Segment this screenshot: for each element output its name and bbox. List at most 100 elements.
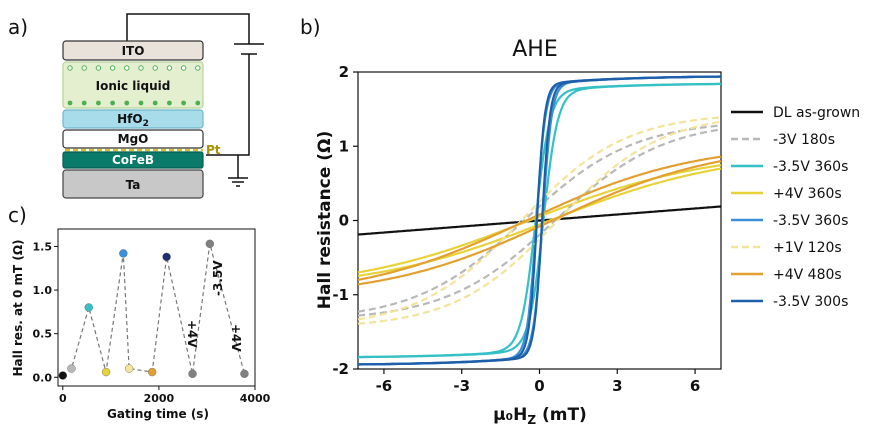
series-line (357, 124, 722, 313)
scatter-point (147, 367, 157, 377)
ionic-dot (195, 65, 201, 71)
layer-cofeb-label: CoFeB (112, 153, 154, 167)
y-tick-label: -2 (332, 360, 349, 378)
layer-mgo-label: MgO (118, 132, 149, 146)
ionic-dot (96, 100, 101, 106)
layer-mgo (62, 129, 204, 149)
legend-entry: -3.5V 360s (773, 159, 848, 175)
chart-c-ylabel: Hall res. at 0 mT (Ω) (11, 239, 25, 376)
panel-label-c: c) (8, 203, 27, 227)
series-line (357, 205, 722, 236)
wire-side (206, 54, 250, 156)
x-tick-label: 0 (59, 392, 67, 405)
series-line (357, 128, 722, 317)
chart-c-annotation-2: -3.5V (211, 260, 225, 296)
ionic-dot (152, 100, 158, 106)
ionic-dot (152, 65, 158, 71)
layer-hfo2-label: HfO2 (117, 112, 149, 129)
ionic-dot (166, 65, 173, 71)
chart-c-y-ticks: 0.0 0.5 1.0 1.5 (33, 240, 58, 384)
x-tick-label: 2000 (144, 392, 175, 405)
series-line (357, 160, 722, 286)
scatter-point (67, 364, 76, 373)
x-tick-label: 4000 (240, 392, 271, 405)
scatter-point (119, 249, 128, 258)
scatter-point (58, 371, 68, 380)
x-tick-label: 6 (690, 377, 700, 395)
panel-label-a: a) (8, 15, 28, 39)
legend-entry: -3.5V 360s (773, 213, 848, 229)
chart-c-annotation-3: +4V (229, 324, 243, 352)
chart-c-frame (57, 228, 256, 387)
ionic-dot (95, 65, 102, 71)
ionic-dot (81, 65, 87, 71)
series-line (357, 155, 722, 281)
y-tick-label: 1.5 (33, 240, 53, 253)
panel-label-b: b) (300, 15, 321, 39)
chart-c-xlabel: Gating time (s) (107, 407, 209, 421)
ionic-dot (180, 65, 187, 71)
series-line (357, 116, 722, 321)
y-tick-label: 2 (339, 63, 349, 81)
scatter-point (162, 252, 171, 262)
chart-c-connector (62, 243, 245, 376)
x-tick-label: 0 (534, 377, 544, 395)
chart-c-x-ticks: 0 2000 4000 (59, 386, 271, 405)
legend-entry: +4V 360s (773, 186, 842, 202)
ionic-dot (138, 100, 144, 106)
series-line (358, 75, 721, 366)
chart-b-x-ticks: -6 -3 0 3 6 (376, 369, 700, 395)
layer-ionic-liquid-label: Ionic liquid (96, 79, 171, 93)
ionic-dot (181, 100, 187, 106)
ionic-dot (124, 65, 130, 71)
chart-b-y-ticks: -2 -1 0 1 2 (332, 63, 358, 378)
scatter-point (124, 364, 134, 373)
ionic-dots-top (67, 65, 201, 71)
pt-label: Pt (206, 143, 221, 157)
y-tick-label: 1 (339, 137, 349, 155)
chart-b-title: AHE (512, 37, 558, 62)
ionic-dot (167, 100, 172, 106)
chart-b-series (357, 75, 722, 366)
device-stack: ITO Ionic liquid HfO2 MgO Pt CoFeB Ta (62, 13, 264, 199)
y-tick-label: -1 (332, 286, 349, 304)
wire-top (126, 13, 250, 44)
scatter-point (205, 239, 215, 249)
scatter-point (240, 369, 249, 378)
ionic-dot (67, 65, 73, 71)
chart-b-legend: DL as-grown -3V 180s -3.5V 360s +4V 360s -3.… (731, 105, 860, 310)
scatter-point (101, 367, 111, 377)
legend-entry: DL as-grown (773, 105, 860, 121)
ionic-dot (81, 100, 87, 106)
series-line (357, 120, 722, 325)
chart-b-xlabel: μ₀HZ (mT) (493, 405, 587, 427)
layer-ta-label: Ta (126, 178, 141, 192)
chart-b-ylabel: Hall resistance (Ω) (315, 131, 335, 309)
ionic-dot (124, 100, 130, 106)
ionic-dot (138, 65, 144, 71)
chart-c-points (58, 239, 249, 380)
ionic-dot (67, 100, 73, 106)
y-tick-label: 1.0 (33, 284, 53, 297)
layer-ionic-liquid (62, 61, 204, 109)
y-tick-label: 0.0 (33, 371, 53, 384)
x-tick-label: 3 (612, 377, 622, 395)
chart-c-annotation-1: +4V (185, 320, 199, 348)
layer-ito (62, 40, 204, 61)
legend-entry: +4V 480s (773, 267, 842, 283)
legend-entry: +1V 120s (773, 240, 842, 256)
ionic-dot (195, 100, 201, 106)
layer-hfo2 (62, 109, 204, 129)
ionic-dot (110, 100, 115, 106)
scatter-point (84, 303, 93, 312)
x-tick-label: -3 (453, 377, 470, 395)
layer-ta (62, 169, 204, 199)
layer-cofeb (62, 151, 204, 169)
ionic-dot (109, 65, 116, 71)
x-tick-label: -6 (376, 377, 393, 395)
y-tick-label: 0 (339, 212, 349, 230)
ionic-dots-bottom (67, 100, 201, 106)
y-tick-label: 0.5 (33, 328, 53, 341)
scatter-point (188, 369, 197, 378)
